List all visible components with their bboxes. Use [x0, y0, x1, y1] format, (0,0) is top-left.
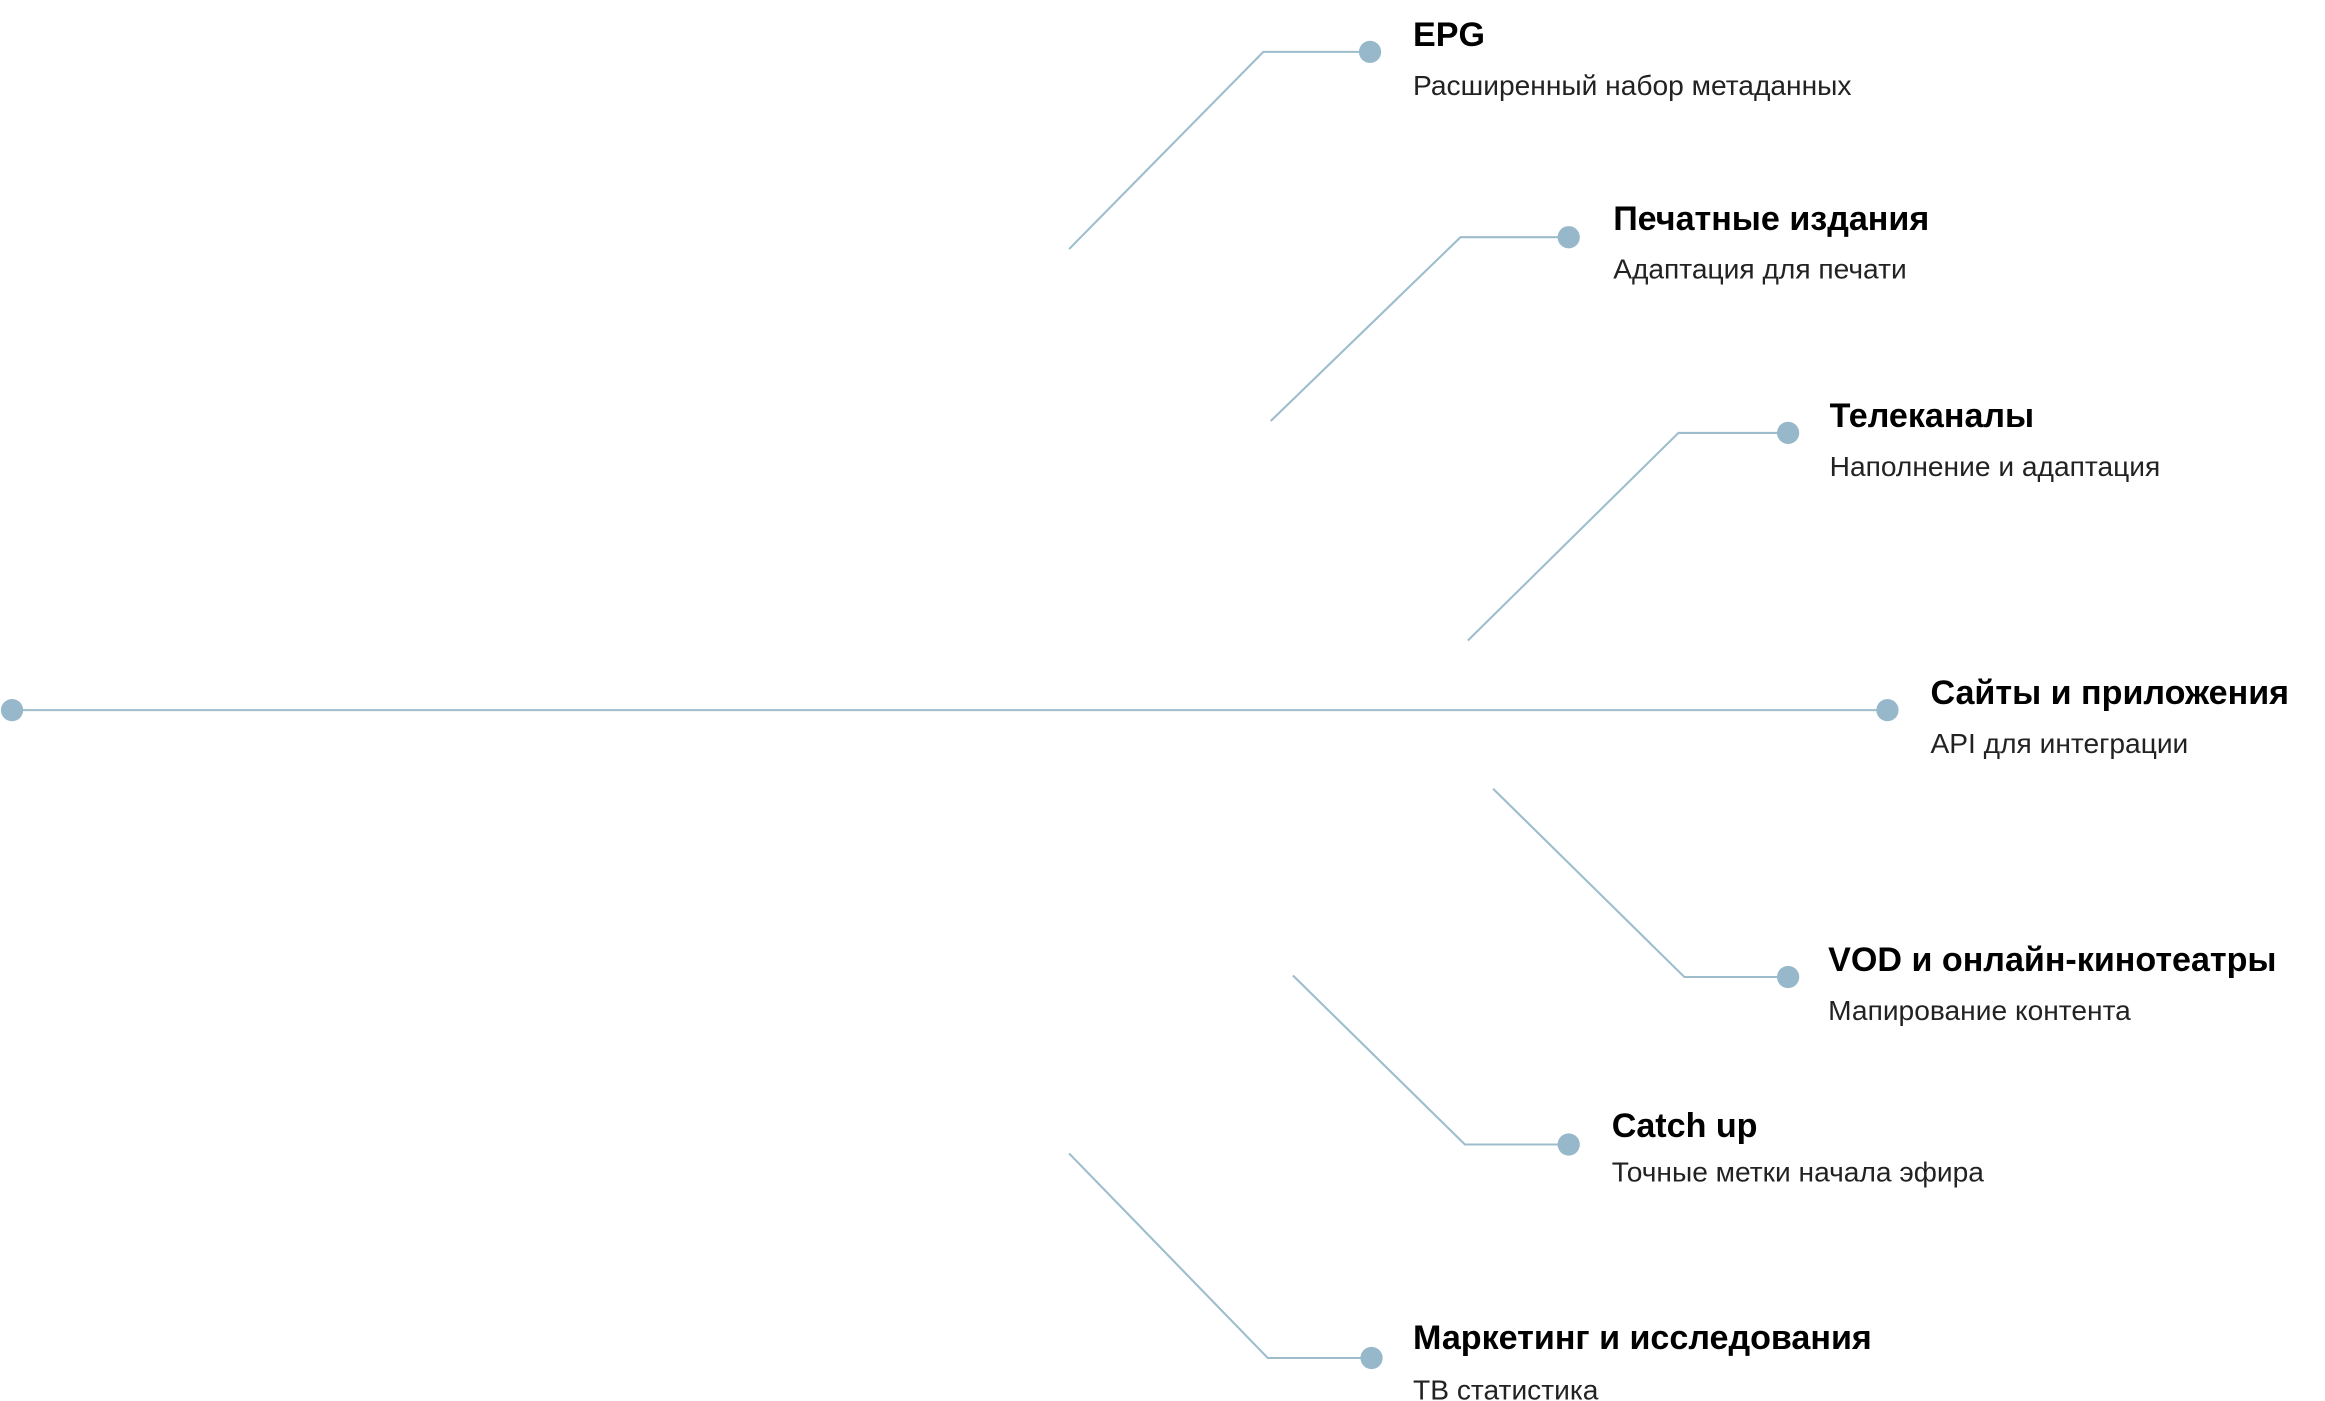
item-subtitle: Наполнение и адаптация [1830, 451, 2161, 482]
item-title: VOD и онлайн-кинотеатры [1828, 941, 2276, 979]
branch-epg: EPG Расширенный набор метаданных [1068, 16, 1851, 250]
connector-line [1068, 1152, 1372, 1360]
node-dot [1557, 1133, 1580, 1156]
item-subtitle: API для интеграции [1930, 728, 2188, 759]
node-dot [1557, 226, 1580, 249]
connector-line [1467, 431, 1789, 642]
node-dot [1360, 1346, 1383, 1370]
branch-catchup: Catch up Точные метки начала эфира [1292, 974, 1985, 1188]
connector-line [1068, 50, 1371, 250]
node-dot [1777, 421, 1800, 445]
item-title: Catch up [1612, 1107, 1758, 1145]
item-subtitle: Точные метки начала эфира [1612, 1157, 1985, 1188]
item-subtitle: Мапирование контента [1828, 995, 2131, 1026]
item-title: Маркетинг и исследования [1413, 1319, 1872, 1357]
connector-line [1270, 236, 1569, 422]
node-dot [1358, 40, 1382, 64]
branch-marketing: Маркетинг и исследования ТВ статистика [1068, 1152, 1872, 1401]
item-title: EPG [1413, 16, 1485, 54]
item-title: Печатные издания [1613, 200, 1929, 238]
node-dot [1876, 699, 1899, 722]
item-title: Телеканалы [1830, 397, 2035, 435]
item-subtitle: ТВ статистика [1413, 1375, 1599, 1401]
item-title: Сайты и приложения [1930, 674, 2289, 712]
item-subtitle: Адаптация для печати [1613, 254, 1907, 285]
connector-line [1292, 974, 1569, 1146]
branch-vod: VOD и онлайн-кинотеатры Мапирование конт… [1492, 787, 2277, 1026]
item-subtitle: Расширенный набор метаданных [1413, 70, 1851, 101]
branch-sites: Сайты и приложения API для интеграции [0, 674, 2289, 759]
origin-dot [0, 699, 24, 722]
connector-line [1492, 787, 1789, 979]
node-dot [1777, 965, 1800, 989]
branch-tv: Телеканалы Наполнение и адаптация [1467, 397, 2161, 642]
branch-print: Печатные издания Адаптация для печати [1270, 200, 1929, 422]
